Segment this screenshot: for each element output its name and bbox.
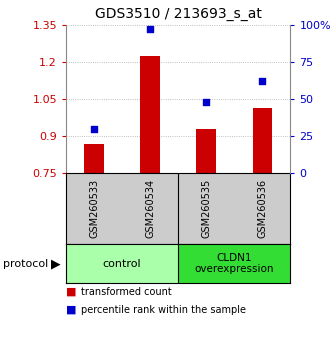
Text: control: control [103, 259, 142, 269]
Text: GSM260535: GSM260535 [201, 179, 211, 239]
Text: GSM260534: GSM260534 [145, 179, 155, 239]
Bar [84, 144, 104, 173]
Text: percentile rank within the sample: percentile rank within the sample [81, 305, 246, 315]
Point [204, 99, 209, 105]
Point [91, 126, 97, 132]
Text: transformed count: transformed count [81, 287, 172, 297]
Text: ■: ■ [66, 305, 77, 315]
Title: GDS3510 / 213693_s_at: GDS3510 / 213693_s_at [95, 7, 262, 21]
Bar [66, 244, 178, 283]
Bar [178, 244, 290, 283]
Text: GSM260533: GSM260533 [89, 179, 99, 239]
Text: ■: ■ [66, 287, 77, 297]
Text: GSM260536: GSM260536 [257, 179, 267, 239]
Bar [140, 57, 160, 173]
Bar [196, 129, 216, 173]
Text: CLDN1
overexpression: CLDN1 overexpression [195, 253, 274, 274]
Text: protocol: protocol [3, 259, 49, 269]
Text: ▶: ▶ [51, 257, 61, 270]
Point [148, 27, 153, 32]
Point [260, 79, 265, 84]
Bar [252, 108, 272, 173]
